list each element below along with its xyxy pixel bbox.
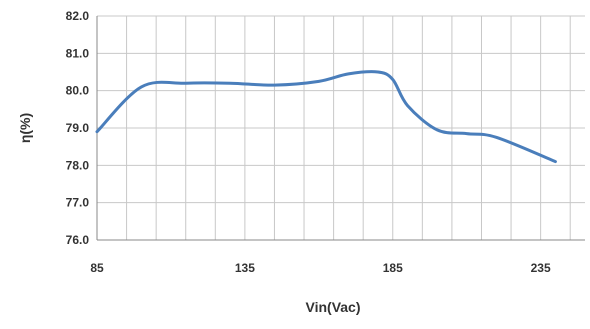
axes bbox=[96, 16, 585, 241]
y-tick-label: 81.0 bbox=[66, 46, 90, 60]
y-tick-label: 82.0 bbox=[66, 9, 90, 23]
x-tick-label: 235 bbox=[531, 261, 551, 275]
x-tick-label: 85 bbox=[90, 261, 104, 275]
y-axis-title: η(%) bbox=[17, 113, 33, 143]
y-tick-label: 80.0 bbox=[66, 84, 90, 98]
x-tick-label: 135 bbox=[235, 261, 255, 275]
tick-labels: 76.0 77.0 78.0 79.0 80.0 81.0 82.0 85 135 185 235 bbox=[66, 9, 551, 275]
y-tick-label: 76.0 bbox=[66, 233, 90, 247]
x-axis-title: Vin(Vac) bbox=[306, 299, 361, 315]
efficiency-series-line-0 bbox=[95, 70, 557, 164]
y-tick-label: 79.0 bbox=[66, 121, 90, 135]
y-tick-label: 78.0 bbox=[66, 158, 90, 172]
x-tick-label: 185 bbox=[383, 261, 403, 275]
y-tick-label: 77.0 bbox=[66, 196, 90, 210]
grid bbox=[96, 15, 585, 241]
series bbox=[95, 70, 557, 164]
